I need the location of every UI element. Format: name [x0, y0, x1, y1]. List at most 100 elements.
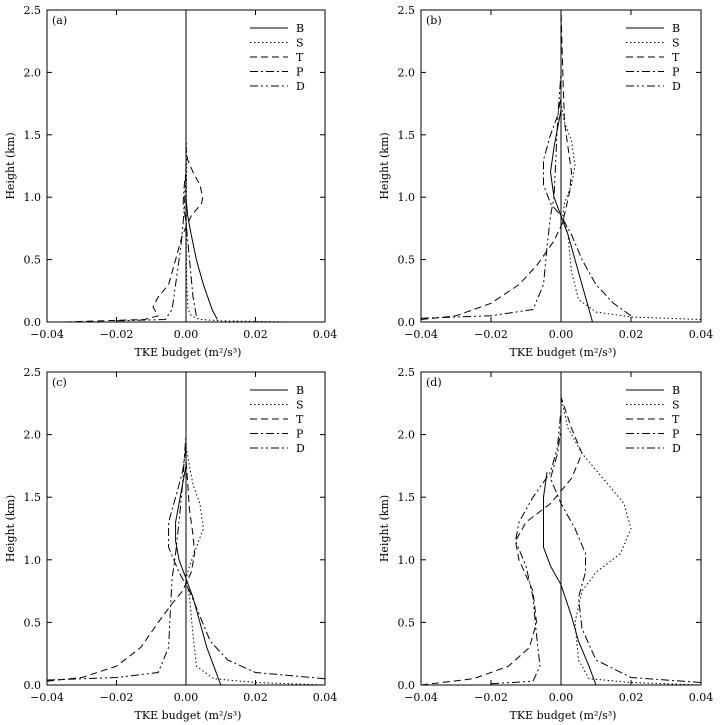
legend-label-D: D [296, 80, 305, 93]
panel-label: (a) [52, 14, 67, 27]
x-tick-label: −0.02 [474, 328, 508, 341]
y-tick-label: 1.5 [398, 491, 416, 504]
x-axis-label: TKE budget (m²/s³) [135, 709, 242, 722]
series-line-T [47, 397, 196, 682]
series-line-B [543, 472, 597, 685]
legend-label-B: B [296, 384, 304, 397]
legend-label-T: T [672, 413, 680, 426]
series-line-T [421, 396, 583, 685]
series-line-S [185, 447, 325, 685]
legend-label-S: S [672, 399, 680, 412]
x-axis-label: TKE budget (m²/s³) [510, 346, 617, 359]
y-axis-label: Height (km) [378, 495, 391, 562]
legend-label-P: P [296, 428, 304, 441]
x-tick-label: −0.04 [30, 691, 64, 704]
legend-label-B: B [672, 22, 680, 35]
x-tick-label: −0.02 [100, 691, 134, 704]
y-tick-label: 2.5 [398, 4, 416, 17]
legend-label-T: T [296, 413, 304, 426]
y-tick-label: 0.5 [24, 254, 42, 267]
y-tick-label: 2.5 [398, 366, 416, 379]
y-tick-label: 2.0 [398, 429, 416, 442]
y-tick-label: 0.0 [398, 679, 416, 692]
y-tick-label: 1.5 [24, 491, 42, 504]
series-line-T [421, 10, 573, 320]
series-line-D [490, 409, 562, 685]
y-tick-label: 1.0 [398, 191, 416, 204]
y-tick-label: 1.0 [398, 554, 416, 567]
chart-panel-2: −0.04 −0.02 0.00 0.02 0.04 0.0 0.5 1.0 1.5 2.0 2.5… [378, 4, 713, 359]
y-axis-label: Height (km) [378, 132, 391, 199]
x-tick-label: 0.00 [549, 691, 574, 704]
y-tick-label: 1.0 [24, 191, 42, 204]
x-tick-label: 0.00 [549, 328, 574, 341]
x-tick-label: −0.04 [30, 328, 64, 341]
legend-label-T: T [672, 51, 680, 64]
x-tick-label: 0.04 [313, 328, 338, 341]
series-line-D [116, 159, 187, 322]
legend-label-S: S [296, 399, 304, 412]
x-axis-label: TKE budget (m²/s³) [510, 709, 617, 722]
x-tick-label: 0.04 [689, 328, 714, 341]
legend-label-P: P [672, 66, 680, 79]
legend-label-B: B [296, 22, 304, 35]
panel-label: (c) [52, 376, 67, 389]
x-tick-label: −0.04 [404, 328, 438, 341]
y-tick-label: 0.5 [398, 254, 416, 267]
series-line-S [560, 103, 701, 320]
series-line-P [168, 447, 325, 680]
legend-label-D: D [672, 442, 681, 455]
series-line-B [185, 197, 218, 320]
y-tick-label: 0.0 [24, 679, 42, 692]
series-line-S [560, 396, 701, 685]
x-tick-label: 0.02 [243, 328, 268, 341]
legend-label-B: B [672, 384, 680, 397]
legend-label-T: T [296, 51, 304, 64]
y-tick-label: 2.0 [24, 66, 42, 79]
legend-label-S: S [672, 37, 680, 50]
legend-label-D: D [672, 80, 681, 93]
y-tick-label: 0.5 [24, 616, 42, 629]
chart-panel-1: −0.04 −0.02 0.00 0.02 0.04 0.0 0.5 1.0 1.5 2.0 2.5… [4, 4, 337, 359]
legend-label-P: P [672, 428, 680, 441]
panel-label: (b) [426, 14, 442, 27]
y-tick-label: 1.0 [24, 554, 42, 567]
y-tick-label: 2.5 [24, 366, 42, 379]
y-tick-label: 2.5 [24, 4, 42, 17]
series-line-P [543, 10, 632, 317]
legend-label-S: S [296, 37, 304, 50]
y-tick-label: 0.0 [398, 316, 416, 329]
series-line-D [421, 72, 562, 319]
series-line-B [175, 465, 222, 685]
x-tick-label: −0.04 [404, 691, 438, 704]
series-line-D [47, 434, 187, 681]
legend-label-D: D [296, 442, 305, 455]
legend-label-P: P [296, 66, 304, 79]
chart-panel-3: −0.04 −0.02 0.00 0.02 0.04 0.0 0.5 1.0 1.5 2.0 2.5… [4, 366, 337, 722]
y-tick-label: 1.5 [24, 129, 42, 142]
y-tick-label: 2.0 [398, 66, 416, 79]
x-tick-label: −0.02 [100, 328, 134, 341]
x-tick-label: 0.00 [174, 328, 199, 341]
x-tick-label: 0.02 [243, 691, 268, 704]
series-line-T [64, 147, 204, 322]
y-tick-label: 0.0 [24, 316, 42, 329]
y-tick-label: 1.5 [398, 129, 416, 142]
series-line-P [549, 384, 701, 683]
x-axis-label: TKE budget (m²/s³) [135, 346, 242, 359]
x-tick-label: 0.04 [689, 691, 714, 704]
y-axis-label: Height (km) [4, 132, 17, 199]
x-tick-label: 0.02 [619, 691, 644, 704]
x-tick-label: 0.02 [619, 328, 644, 341]
y-tick-label: 2.0 [24, 429, 42, 442]
panel-label: (d) [426, 376, 442, 389]
x-tick-label: −0.02 [474, 691, 508, 704]
x-tick-label: 0.00 [174, 691, 199, 704]
y-tick-label: 0.5 [398, 616, 416, 629]
chart-panel-4: −0.04 −0.02 0.00 0.02 0.04 0.0 0.5 1.0 1.5 2.0 2.5… [378, 366, 713, 722]
x-tick-label: 0.04 [313, 691, 338, 704]
y-axis-label: Height (km) [4, 495, 17, 562]
series-line-P [182, 147, 197, 316]
series-line-S [185, 140, 291, 322]
